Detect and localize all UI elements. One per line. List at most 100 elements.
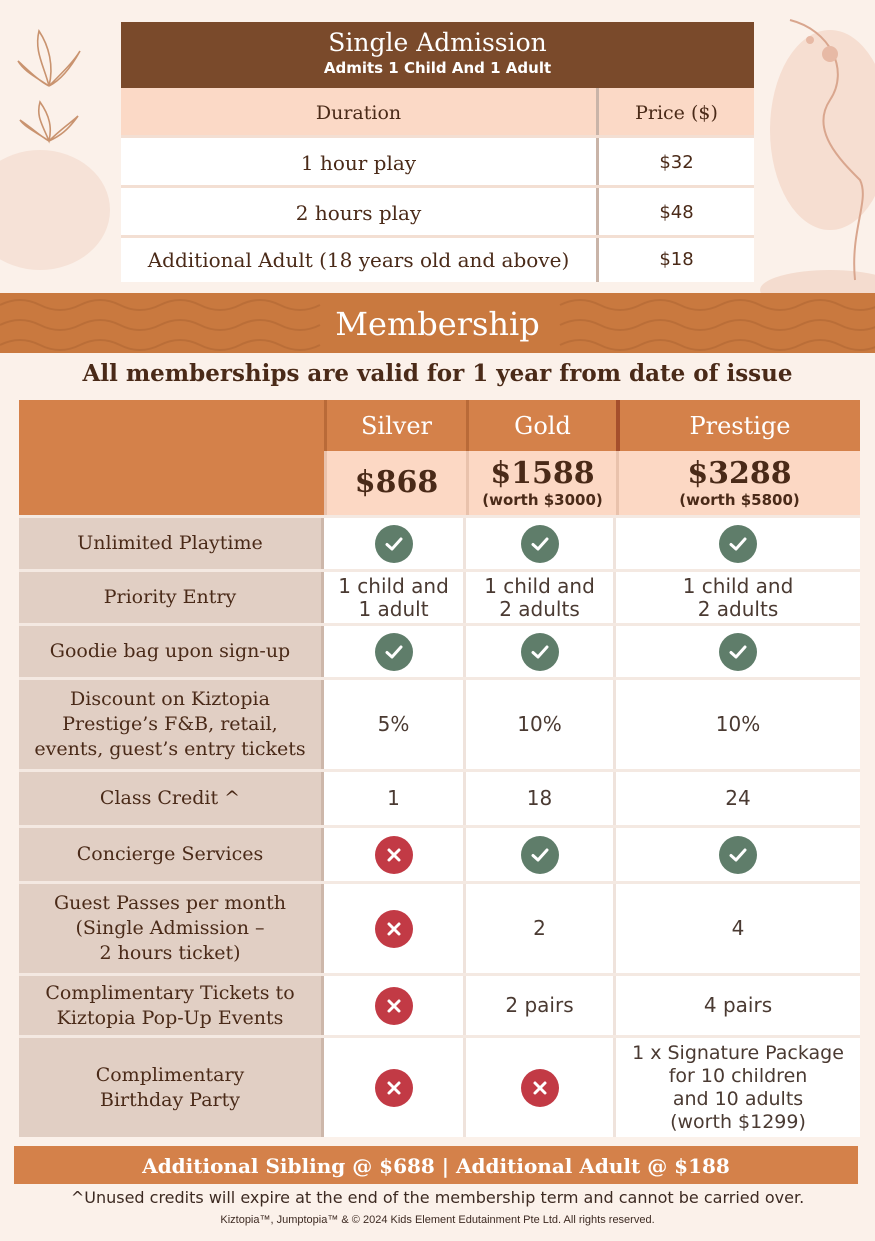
single-admission-header: Single Admission Admits 1 Child And 1 Ad… <box>121 22 754 88</box>
price-worth: (worth $3000) <box>482 491 603 509</box>
flower-doodle-icon <box>17 29 81 144</box>
price-value: $1588 <box>490 456 595 491</box>
cell-prestige: 4 pairs <box>616 976 860 1035</box>
table-row: 2 hours play $48 <box>121 188 754 238</box>
single-admission-table: Single Admission Admits 1 Child And 1 Ad… <box>121 22 754 282</box>
cell-gold <box>466 1038 616 1137</box>
feature-label: Complimentary Birthday Party <box>19 1038 324 1137</box>
empty-corner <box>19 400 324 451</box>
table-row: 1 hour play $32 <box>121 138 754 188</box>
tier-header-row: Silver Gold Prestige <box>19 400 860 451</box>
cell-gold: 2 <box>466 884 616 973</box>
check-icon <box>520 835 559 874</box>
table-row: Concierge Services <box>19 825 860 881</box>
duration-header: Duration <box>121 88 599 135</box>
credit-note: ^Unused credits will expire at the end o… <box>70 1188 805 1207</box>
single-admission-title: Single Admission <box>328 28 547 57</box>
price-prestige: $3288 (worth $5800) <box>616 451 860 515</box>
cell-silver <box>324 1038 466 1137</box>
check-icon <box>520 632 559 671</box>
swirl-doodle-icon <box>789 19 864 281</box>
additional-pricing: Additional Sibling @ $688 | Additional A… <box>14 1146 858 1184</box>
tier-price-row: $868 $1588 (worth $3000) $3288 (worth $5… <box>19 451 860 515</box>
cross-icon <box>374 835 413 874</box>
check-icon <box>719 835 757 874</box>
feature-label: Discount on Kiztopia Prestige’s F&B, reta… <box>19 680 324 769</box>
feature-label: Guest Passes per month (Single Admission … <box>19 884 324 973</box>
duration-cell: 2 hours play <box>121 188 599 235</box>
cell-prestige: 1 child and 2 adults <box>616 572 860 623</box>
cell-prestige: 4 <box>616 884 860 973</box>
table-row: Goodie bag upon sign-up <box>19 623 860 677</box>
background-blob <box>770 30 875 230</box>
price-worth: (worth $5800) <box>679 491 800 509</box>
membership-validity: All memberships are valid for 1 year fro… <box>82 360 793 387</box>
cell-gold: 10% <box>466 680 616 769</box>
cell-prestige: 1 x Signature Package for 10 children and … <box>616 1038 860 1137</box>
feature-label: Class Credit ^ <box>19 772 324 825</box>
price-cell: $48 <box>659 202 694 223</box>
duration-cell: 1 hour play <box>121 138 599 185</box>
cell-gold <box>466 828 616 881</box>
cross-icon <box>374 986 413 1025</box>
cell-silver <box>324 884 466 973</box>
table-row: Complimentary Tickets to Kiztopia Pop-Up … <box>19 973 860 1035</box>
cross-icon <box>374 909 413 948</box>
cell-silver <box>324 518 466 569</box>
tier-silver: Silver <box>324 400 466 451</box>
table-row: Class Credit ^ 1 18 24 <box>19 769 860 825</box>
price-silver: $868 <box>324 451 466 515</box>
table-row: Discount on Kiztopia Prestige’s F&B, reta… <box>19 677 860 769</box>
cell-prestige: 24 <box>616 772 860 825</box>
cell-silver <box>324 976 466 1035</box>
feature-label: Priority Entry <box>19 572 324 623</box>
cell-silver: 1 <box>324 772 466 825</box>
cell-prestige <box>616 828 860 881</box>
empty-corner <box>19 451 324 515</box>
cell-silver: 1 child and 1 adult <box>324 572 466 623</box>
duration-cell: Additional Adult (18 years old and above… <box>121 238 599 282</box>
table-row: Complimentary Birthday Party 1 x Signature… <box>19 1035 860 1137</box>
check-icon <box>374 524 413 563</box>
check-icon <box>374 632 413 671</box>
cell-gold: 1 child and 2 adults <box>466 572 616 623</box>
background-blob <box>0 150 110 270</box>
feature-label: Complimentary Tickets to Kiztopia Pop-Up … <box>19 976 324 1035</box>
table-row: Priority Entry 1 child and 1 adult 1 child … <box>19 569 860 623</box>
cell-prestige <box>616 518 860 569</box>
price-cell: $32 <box>659 152 694 173</box>
cell-prestige <box>616 626 860 677</box>
cross-icon <box>374 1068 413 1107</box>
check-icon <box>520 524 559 563</box>
cell-gold <box>466 626 616 677</box>
cross-icon <box>520 1068 559 1107</box>
cell-silver: 5% <box>324 680 466 769</box>
price-value: $868 <box>354 465 439 500</box>
table-row: Unlimited Playtime <box>19 515 860 569</box>
feature-label: Goodie bag upon sign-up <box>19 626 324 677</box>
copyright: Kiztopia™, Jumptopia™ & © 2024 Kids Elem… <box>220 1214 655 1226</box>
check-icon <box>719 524 757 563</box>
price-header: Price ($) <box>635 102 718 124</box>
feature-label: Concierge Services <box>19 828 324 881</box>
cell-gold <box>466 518 616 569</box>
cell-silver <box>324 828 466 881</box>
table-row: Additional Adult (18 years old and above… <box>121 238 754 282</box>
single-admission-subtitle: Admits 1 Child And 1 Adult <box>323 59 552 77</box>
feature-label: Unlimited Playtime <box>19 518 324 569</box>
cell-prestige: 10% <box>616 680 860 769</box>
membership-title: Membership <box>335 305 540 343</box>
price-value: $3288 <box>687 456 792 491</box>
cell-gold: 2 pairs <box>466 976 616 1035</box>
membership-banner: Membership <box>0 293 875 353</box>
price-gold: $1588 (worth $3000) <box>466 451 616 515</box>
check-icon <box>719 632 757 671</box>
wave-pattern-icon <box>0 299 875 351</box>
cell-silver <box>324 626 466 677</box>
membership-body: Unlimited Playtime Priority Entry 1 child … <box>19 515 860 1137</box>
single-admission-header-row: Duration Price ($) <box>121 88 754 138</box>
tier-gold: Gold <box>466 400 616 451</box>
cell-gold: 18 <box>466 772 616 825</box>
tier-prestige: Prestige <box>616 400 860 451</box>
price-cell: $18 <box>659 249 694 270</box>
